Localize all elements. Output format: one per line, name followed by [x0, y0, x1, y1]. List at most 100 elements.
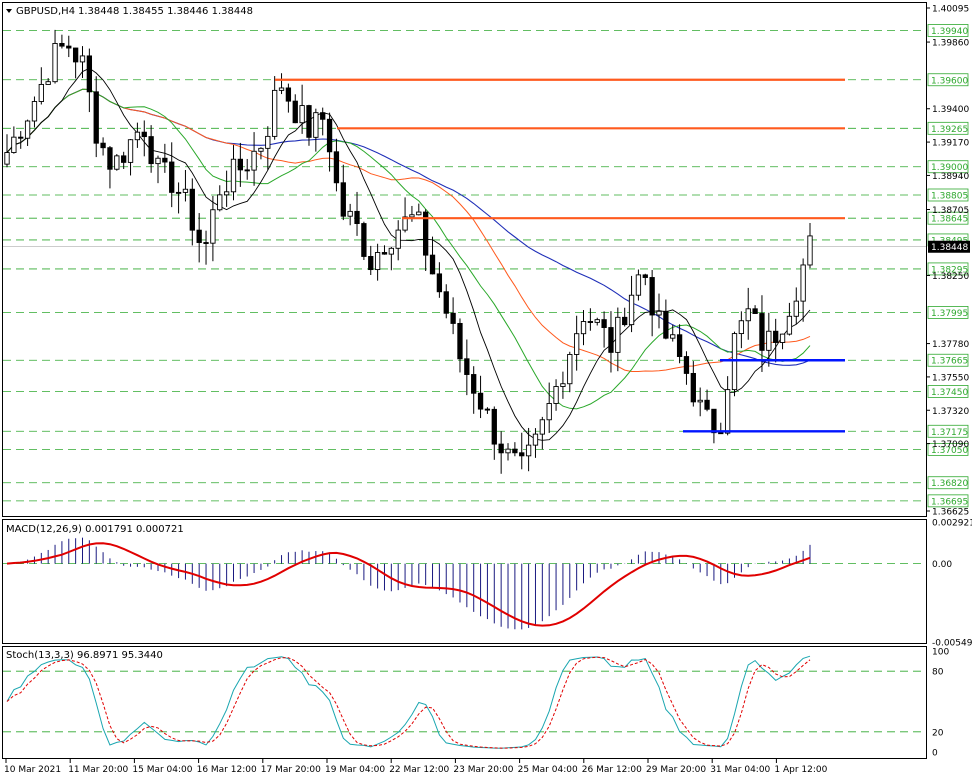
candle-body — [436, 273, 443, 293]
candle-body — [189, 188, 195, 231]
candle-body — [532, 433, 539, 446]
price-axis-label: 1.39400 — [932, 105, 969, 115]
candle-body — [395, 229, 401, 249]
moving-average-red — [6, 88, 811, 372]
macd-indicator: 0.002921 0.00 -0.005497 — [3, 519, 972, 649]
candle-body — [86, 55, 93, 93]
candle-body — [505, 448, 511, 454]
time-axis-label: 11 Mar 20:00 — [68, 765, 128, 775]
time-axis-label: 10 Mar 2021 — [4, 765, 61, 775]
time-axis-label: 1 Apr 12:00 — [774, 765, 827, 775]
candle-body — [457, 322, 463, 360]
candle-body — [258, 147, 264, 152]
price-axis-label: 1.39170 — [932, 139, 969, 149]
candle-body — [656, 310, 662, 316]
candle-body — [347, 210, 353, 217]
candle-body — [793, 300, 799, 317]
price-axis-label: 1.37780 — [932, 340, 969, 350]
macd-axis-label: -0.005497 — [932, 639, 972, 649]
candle-body — [409, 214, 415, 218]
candle-body — [340, 182, 346, 217]
candle-body — [704, 399, 710, 410]
level-label: 1.37665 — [931, 357, 968, 367]
candle-body — [711, 408, 717, 434]
time-axis-label: 15 Mar 04:00 — [132, 765, 192, 775]
candle-body — [141, 131, 147, 138]
candle-body — [169, 161, 175, 193]
candle-body — [416, 211, 422, 216]
level-label-box — [927, 476, 969, 490]
moving-average-green — [6, 88, 811, 410]
candle-body — [635, 274, 642, 296]
macd-axis-label: 0.002921 — [932, 519, 972, 529]
time-axis-label: 29 Mar 20:00 — [646, 765, 706, 775]
candle-body — [203, 242, 209, 244]
level-label-box — [927, 442, 969, 456]
candle-body — [464, 358, 470, 375]
macd-pane[interactable] — [2, 519, 927, 644]
candle-body — [779, 333, 786, 343]
candle-body — [738, 320, 745, 335]
level-label-box — [927, 73, 969, 87]
macd-label: MACD(12,26,9) 0.001791 0.000721 — [6, 524, 184, 535]
candle-body — [127, 139, 134, 163]
candle-body — [443, 291, 449, 314]
candle-body — [690, 372, 696, 403]
candle-body — [745, 308, 751, 322]
candle-body — [237, 158, 244, 171]
candle-body — [217, 194, 223, 211]
candle-body — [450, 312, 456, 324]
level-label: 1.36820 — [931, 479, 968, 489]
time-axis-label: 26 Mar 12:00 — [582, 765, 642, 775]
macd-axis-label: 0.00 — [932, 560, 952, 570]
level-label-box — [927, 121, 969, 135]
level-label-box — [927, 24, 969, 37]
candle-body — [471, 374, 477, 394]
level-label: 1.36695 — [931, 497, 968, 507]
candle-body — [573, 333, 580, 355]
candle-body — [388, 247, 394, 255]
candle-body — [313, 112, 319, 138]
stoch-pane[interactable] — [2, 646, 927, 759]
dropdown-triangle-icon[interactable] — [6, 9, 12, 13]
candle-body — [560, 383, 566, 387]
candle-body — [759, 313, 765, 351]
level-label: 1.38295 — [931, 265, 968, 275]
candlesticks — [4, 29, 813, 474]
candle-body — [72, 47, 79, 63]
level-label: 1.38645 — [931, 215, 968, 225]
candle-body — [244, 169, 250, 172]
candle-body — [491, 408, 497, 445]
candle-body — [361, 223, 367, 257]
candle-body — [718, 432, 724, 435]
level-label: 1.37175 — [931, 428, 968, 438]
candle-body — [114, 155, 120, 170]
candle-body — [601, 319, 607, 328]
candle-body — [423, 211, 429, 256]
candle-body — [807, 235, 813, 266]
candle-body — [66, 45, 72, 49]
candle-body — [162, 157, 168, 163]
candle-body — [292, 100, 298, 124]
candle-body — [663, 310, 669, 339]
candle-body — [320, 112, 326, 120]
candle-body — [766, 330, 772, 351]
candle-body — [525, 444, 532, 457]
price-axis-label: 1.38705 — [932, 206, 969, 216]
candle-body — [622, 316, 628, 326]
candle-body — [107, 147, 113, 170]
candle-body — [512, 448, 518, 454]
level-label-box — [927, 306, 969, 319]
candle-body — [642, 274, 648, 278]
candle-body — [230, 158, 237, 193]
candle-body — [676, 334, 683, 357]
candle-body — [272, 89, 278, 137]
level-label-box — [927, 424, 969, 438]
candle-body — [121, 155, 127, 163]
candle-body — [52, 42, 58, 83]
candle-body — [134, 131, 141, 141]
candle-body — [24, 120, 31, 139]
support-resistance-lines[interactable] — [275, 78, 845, 433]
